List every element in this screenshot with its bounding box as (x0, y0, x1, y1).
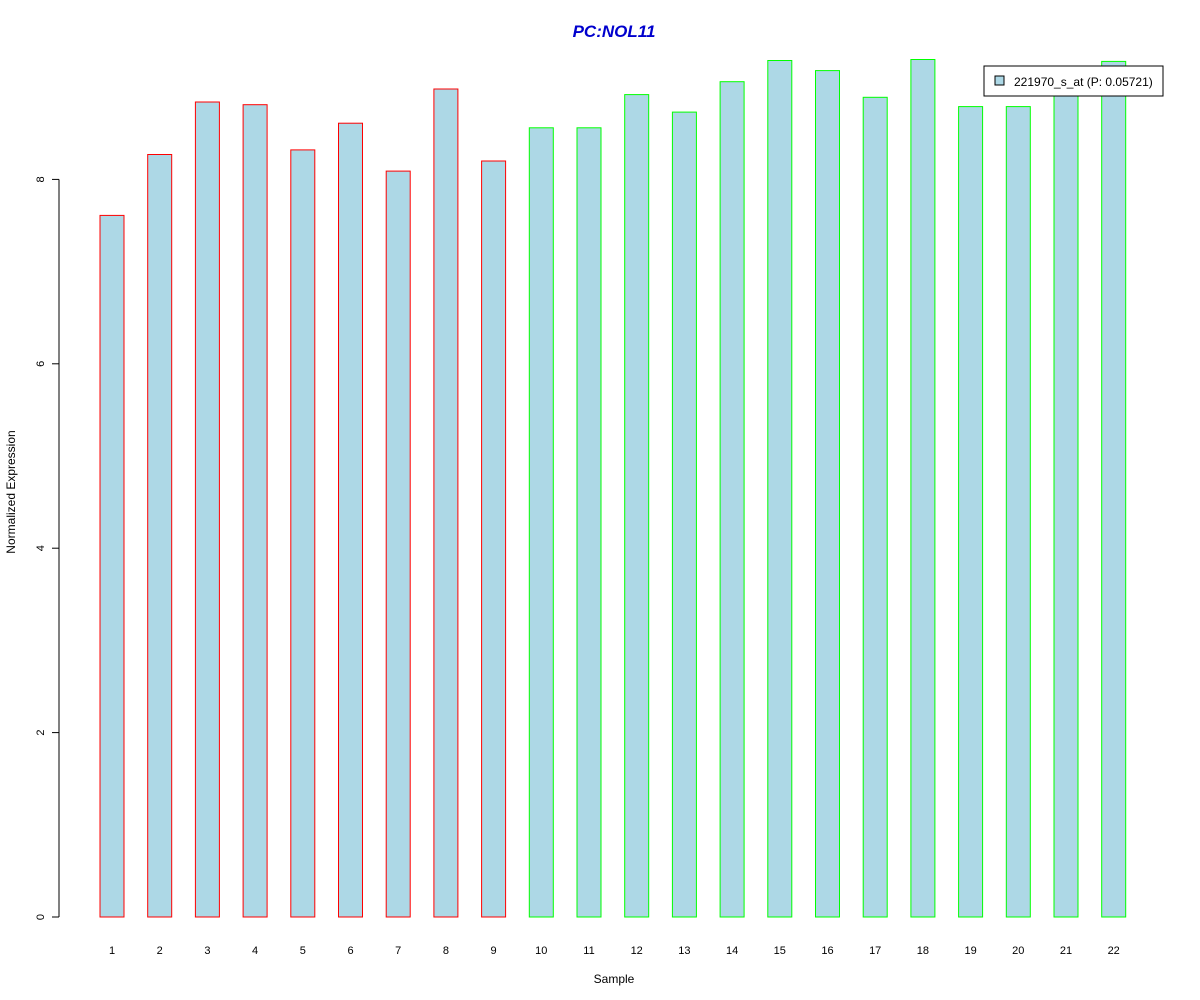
x-tick-label: 17 (869, 945, 881, 957)
bar-sample-2 (147, 154, 173, 918)
y-tick-label: 8 (35, 176, 47, 182)
legend-box (983, 65, 1164, 97)
bar-sample-7 (385, 170, 411, 918)
bar-sample-6 (338, 122, 363, 918)
chart-title: PC:NOL11 (573, 22, 656, 41)
x-tick-label: 13 (678, 945, 690, 957)
x-tick-label: 11 (583, 945, 594, 957)
y-tick-label: 2 (35, 730, 47, 736)
x-tick-label: 5 (300, 945, 306, 957)
bar-sample-4 (242, 104, 268, 918)
bar-sample-1 (99, 214, 125, 918)
x-tick-label: 12 (631, 945, 643, 957)
bar-sample-21 (1053, 90, 1079, 918)
bar-sample-3 (194, 101, 220, 918)
bar-sample-19 (958, 106, 984, 918)
x-tick-label: 10 (535, 945, 547, 957)
x-tick-label: 2 (157, 945, 163, 957)
y-tick-label: 0 (35, 914, 47, 920)
bar-sample-16 (815, 70, 840, 918)
bar-sample-22 (1101, 60, 1127, 918)
x-tick-label: 16 (821, 945, 833, 957)
y-tick-label: 6 (35, 361, 47, 367)
x-tick-label: 21 (1060, 945, 1072, 957)
legend-label: 221970_s_at (P: 0.05721) (1014, 75, 1153, 89)
bar-sample-5 (290, 149, 316, 918)
x-tick-label: 3 (204, 945, 210, 957)
bar-sample-18 (910, 59, 936, 918)
x-tick-label: 18 (917, 945, 929, 957)
bar-sample-14 (719, 81, 745, 918)
y-axis: 0 2 4 6 8 (35, 176, 60, 920)
bar-sample-8 (433, 88, 459, 918)
bar-sample-20 (1005, 106, 1031, 918)
bar-sample-13 (671, 111, 697, 918)
x-tick-labels: 1 2 3 4 5 6 7 8 9 10 11 12 13 14 15 16 17 18 19 20 21 22 (109, 945, 1120, 957)
bar-sample-17 (862, 96, 888, 918)
x-tick-label: 6 (347, 945, 353, 957)
x-tick-label: 22 (1108, 945, 1120, 957)
x-tick-label: 8 (443, 945, 449, 957)
legend-swatch (994, 75, 1005, 86)
x-tick-label: 1 (109, 945, 115, 957)
bar-sample-9 (481, 160, 507, 918)
y-axis-label: Normalized Expression (4, 430, 18, 553)
x-tick-label: 9 (491, 945, 497, 957)
x-tick-label: 19 (964, 945, 976, 957)
x-tick-label: 15 (774, 945, 786, 957)
bar-sample-15 (767, 60, 793, 918)
y-tick-label: 4 (35, 545, 47, 551)
bars-group (99, 59, 1127, 918)
bar-sample-10 (528, 127, 554, 918)
bar-sample-11 (576, 127, 602, 918)
x-tick-label: 20 (1012, 945, 1024, 957)
x-axis-label: Sample (594, 972, 635, 986)
x-tick-label: 14 (726, 945, 738, 957)
x-tick-label: 4 (252, 945, 258, 957)
x-tick-label: 7 (395, 945, 401, 957)
legend: 221970_s_at (P: 0.05721) (983, 65, 1164, 97)
bar-sample-12 (624, 94, 650, 918)
